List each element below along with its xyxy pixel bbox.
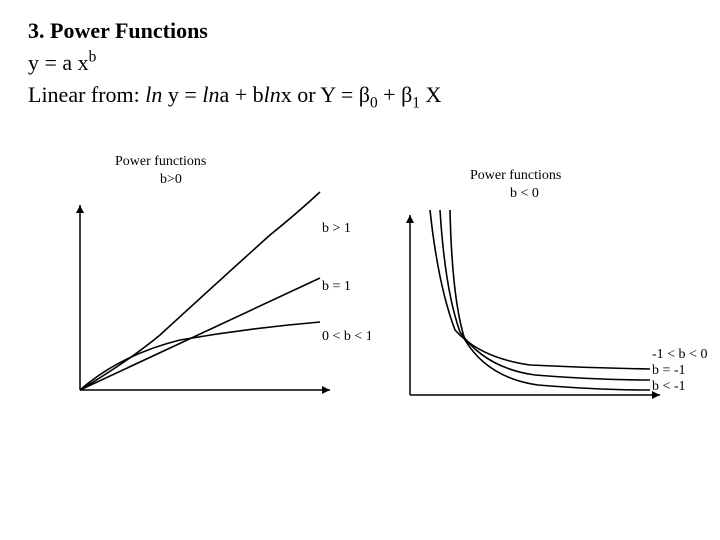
eq2-ital-ln2: ln bbox=[202, 82, 219, 107]
eq2-X: X bbox=[420, 82, 441, 107]
eq2-mid2: a + b bbox=[219, 82, 263, 107]
right-chart-svg: -1 < b < 0b = -1b < -1 bbox=[400, 190, 720, 420]
eq2-beta2: β bbox=[401, 82, 412, 107]
left-chart-svg: b > 1 b = 1 0 < b < 1 bbox=[70, 180, 370, 410]
charts-container: Power functions b>0 b > 1b = 10 < b < 1 … bbox=[70, 160, 690, 420]
eq2-ln-pre: Linear from: bbox=[28, 82, 145, 107]
curve-label: b = -1 bbox=[652, 363, 686, 378]
left-chart-title-1: Power functions bbox=[115, 154, 206, 170]
curve bbox=[430, 210, 650, 369]
eq2-mid1: y = bbox=[162, 82, 202, 107]
curve-label: b > 1 bbox=[322, 221, 351, 236]
curve bbox=[80, 278, 320, 390]
curve bbox=[80, 322, 320, 390]
curve bbox=[440, 210, 650, 380]
eq2-plus: + bbox=[378, 82, 401, 107]
eq2-sub0: 0 bbox=[370, 94, 378, 111]
eq1-pre: y = a x bbox=[28, 50, 89, 75]
equation-power: y = a xb bbox=[28, 50, 692, 76]
eq2-ital-ln1: ln bbox=[145, 82, 162, 107]
heading-title: 3. Power Functions bbox=[28, 18, 692, 44]
curve-label: b = 1 bbox=[322, 279, 351, 294]
curve bbox=[450, 210, 650, 390]
right-chart-title-1: Power functions bbox=[470, 168, 561, 184]
eq1-sup: b bbox=[89, 49, 97, 66]
eq2-sub1: 1 bbox=[412, 94, 420, 111]
curve-label: 0 < b < 1 bbox=[322, 329, 370, 344]
curve-label: b < -1 bbox=[652, 379, 686, 394]
equation-linear: Linear from: ln y = lna + blnx or Y = β0… bbox=[28, 82, 692, 108]
eq2-mid3: x or Y = bbox=[281, 82, 359, 107]
curve bbox=[80, 192, 320, 390]
eq2-ital-ln3: ln bbox=[264, 82, 281, 107]
curve-label: -1 < b < 0 bbox=[652, 347, 707, 362]
eq2-beta1: β bbox=[359, 82, 370, 107]
